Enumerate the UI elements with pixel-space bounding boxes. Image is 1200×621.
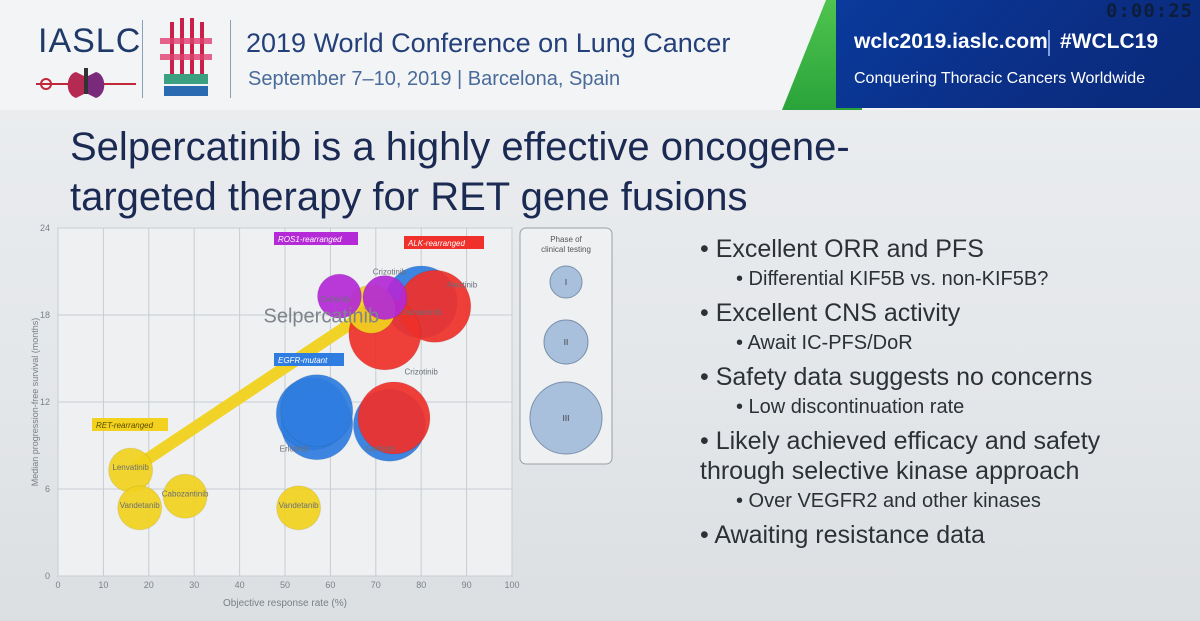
y-tick-label: 12 xyxy=(40,397,50,407)
x-tick-label: 0 xyxy=(55,580,60,590)
point-label: Alectinib xyxy=(447,280,478,289)
phase-legend-label: II xyxy=(564,338,568,347)
y-tick-label: 18 xyxy=(40,310,50,320)
point-label: Cabozantinib xyxy=(162,489,209,498)
phase-legend-title: Phase of xyxy=(550,235,582,244)
x-tick-label: 10 xyxy=(98,580,108,590)
bubble-cabozantinib xyxy=(162,473,208,519)
conference-header: IASLC 2019 World Conference on Lung Canc… xyxy=(0,0,1200,110)
bubble-vandetanib xyxy=(117,485,163,531)
x-tick-label: 90 xyxy=(462,580,472,590)
slide-title: Selpercatinib is a highly effective onco… xyxy=(70,122,970,222)
sub-bullet-item: • Over VEGFR2 and other kinases xyxy=(736,490,1041,512)
lungs-logo-icon xyxy=(36,68,136,98)
y-tick-label: 6 xyxy=(45,484,50,494)
y-tick-label: 0 xyxy=(45,571,50,581)
cathedral-logo-icon xyxy=(160,18,212,96)
phase-legend-label: I xyxy=(565,278,567,287)
point-label: Vandetanib xyxy=(120,501,160,510)
bubble-ceritinib xyxy=(316,273,362,319)
group-label-bg xyxy=(92,418,168,431)
point-label: Selpercatinib xyxy=(264,305,380,327)
phase-legend-label: III xyxy=(563,414,570,423)
conference-date: September 7–10, 2019 | Barcelona, Spain xyxy=(248,68,621,90)
point-label: Erlotinib xyxy=(280,444,309,453)
sub-bullet-item: • Differential KIF5B vs. non-KIF5B? xyxy=(736,268,1049,290)
bullet-item: • Safety data suggests no concerns xyxy=(700,363,1093,391)
x-tick-label: 80 xyxy=(416,580,426,590)
header-divider xyxy=(142,20,143,98)
conference-title: 2019 World Conference on Lung Cancer xyxy=(246,28,731,58)
bubble-afatinib xyxy=(280,374,354,448)
x-axis-label: Objective response rate (%) xyxy=(223,598,347,609)
x-tick-label: 100 xyxy=(504,580,519,590)
phase-legend-bubble xyxy=(529,381,603,455)
selpercatinib-arrow xyxy=(131,310,367,473)
conference-hashtag: #WCLC19 xyxy=(1060,30,1159,53)
group-label-bg xyxy=(274,353,344,366)
point-label: Crizotinib xyxy=(373,267,407,276)
group-label-bg xyxy=(404,236,484,249)
point-label: Ceritinib xyxy=(320,295,350,304)
banner-separator xyxy=(1048,30,1050,56)
conference-banner xyxy=(836,0,1200,108)
sub-bullet-item: • Await IC-PFS/DoR xyxy=(736,332,913,354)
header-divider xyxy=(230,20,231,98)
bubble-crizotinib xyxy=(357,381,431,455)
slide-title-line: Selpercatinib is a highly effective onco… xyxy=(70,125,850,169)
point-label: Gefitinib xyxy=(366,444,396,453)
x-tick-label: 40 xyxy=(235,580,245,590)
group-label-bg xyxy=(274,232,358,245)
conference-motto: Conquering Thoracic Cancers Worldwide xyxy=(854,70,1146,87)
y-axis-label: Median progression-free survival (months… xyxy=(30,318,40,487)
bubble-vandetanib xyxy=(276,485,322,531)
bullet-item: • Excellent CNS activity xyxy=(700,299,961,327)
sub-bullet-item: • Low discontinuation rate xyxy=(736,396,965,418)
group-label: RET-rearranged xyxy=(96,421,154,430)
phase-legend-bubble xyxy=(543,319,589,365)
point-label: Crizotinib xyxy=(405,367,439,376)
x-tick-label: 60 xyxy=(325,580,335,590)
group-label: ROS1-rearranged xyxy=(278,235,342,244)
x-tick-label: 50 xyxy=(280,580,290,590)
chart-canvas: 0 10 20 30 40 50 60 70 80 90 100 0 6 12 18 24 Objective … xyxy=(30,223,613,609)
point-label: Vandetanib xyxy=(279,501,319,510)
presentation-timer: 0:00:25 xyxy=(1106,0,1194,22)
x-tick-label: 30 xyxy=(189,580,199,590)
x-tick-label: 20 xyxy=(144,580,154,590)
bullet-item: • Likely achieved efficacy and safety th… xyxy=(700,427,1101,485)
bubble-crizotinib xyxy=(362,275,408,321)
bullet-item: • Excellent ORR and PFS xyxy=(700,235,984,263)
phase-legend-bubble xyxy=(549,265,583,299)
phase-legend-title: clinical testing xyxy=(541,245,591,254)
group-label: ALK-rearranged xyxy=(407,239,465,248)
y-tick-label: 24 xyxy=(40,223,50,233)
orr-pfs-bubble-chart: 0 10 20 30 40 50 60 70 80 90 100 0 6 12 18 24 Objective … xyxy=(0,218,640,618)
x-tick-label: 70 xyxy=(371,580,381,590)
slide-title-line: targeted therapy for RET gene fusions xyxy=(70,175,748,219)
group-label: EGFR-mutant xyxy=(278,356,328,365)
org-logo-text: IASLC xyxy=(38,22,142,60)
point-label: Lenvatinib xyxy=(112,463,149,472)
bullet-item: • Awaiting resistance data xyxy=(700,521,985,549)
key-points-list: • Excellent ORR and PFS • Differential KI… xyxy=(700,228,1170,550)
point-label: Osimertinib xyxy=(401,308,442,317)
conference-url: wclc2019.iaslc.com xyxy=(854,30,1048,53)
